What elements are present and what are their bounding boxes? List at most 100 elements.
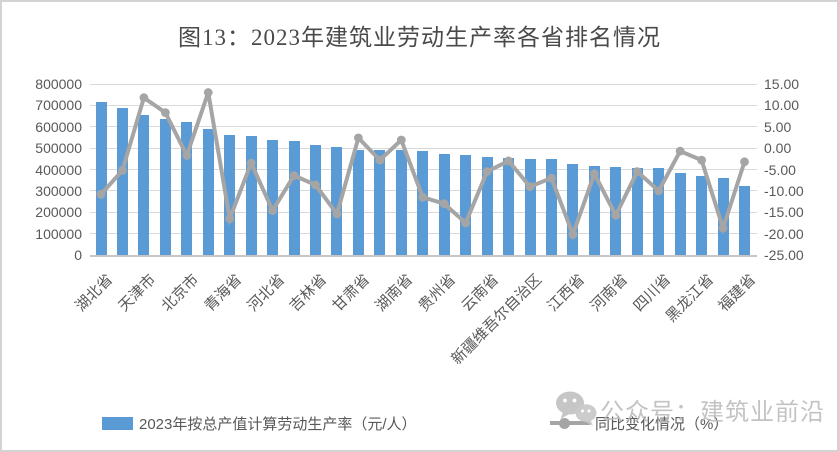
x-axis-label: 河南省 (587, 271, 631, 315)
bar (481, 156, 493, 255)
bar (374, 150, 386, 255)
bar (674, 173, 686, 255)
line-marker (632, 167, 642, 177)
line-marker (525, 182, 535, 191)
bar (696, 175, 708, 255)
y-axis-left-tick-label: 500000 (35, 140, 82, 157)
gridline (90, 126, 757, 128)
trend-line-layer (96, 88, 749, 241)
line-marker (246, 158, 256, 168)
line-marker (611, 210, 621, 220)
line-marker (289, 171, 299, 180)
bar (503, 158, 515, 255)
gridline (90, 147, 757, 149)
line-marker (203, 88, 213, 97)
x-axis-label: 吉林省 (286, 271, 331, 315)
line-marker (396, 135, 406, 145)
line-marker (439, 199, 449, 209)
line-marker (654, 186, 664, 196)
y-axis-right-tick-label: -10.00 (764, 182, 804, 199)
y-axis-right-tick-label: 0.00 (764, 140, 792, 157)
line-marker (589, 169, 599, 179)
line-marker (118, 165, 127, 175)
x-axis-label: 河北省 (243, 271, 288, 315)
y-axis-left-tick-label: 800000 (35, 76, 82, 92)
line-marker (225, 214, 235, 224)
y-axis-right-tick-label: -25.00 (764, 247, 804, 263)
line-marker (182, 150, 192, 160)
line-marker (375, 155, 385, 165)
trend-line (99, 91, 747, 241)
y-axis-right-tick-label: -5.00 (764, 161, 796, 178)
legend-bar-swatch-icon (102, 416, 133, 430)
bar (310, 144, 321, 255)
y-axis-left-tick-label: 0 (74, 247, 82, 263)
y-axis-left-tick-label: 300000 (35, 182, 82, 199)
line-marker (568, 230, 578, 239)
x-axis-label: 甘肃省 (329, 271, 374, 315)
x-axis-label: 福建省 (715, 271, 760, 315)
line-marker (697, 155, 706, 165)
bar (588, 166, 600, 255)
y-axis-left-tick-label: 700000 (35, 97, 82, 114)
legend-item-bars: 2023年按总产值计算劳动生产率（元/人） (102, 414, 417, 433)
line-marker (354, 133, 363, 143)
bar (460, 154, 472, 255)
bar (224, 135, 236, 255)
gridline (90, 83, 757, 85)
legend-item-line: 同比变化情况（%） (550, 414, 729, 433)
bar (352, 149, 364, 255)
bar (245, 136, 257, 255)
line-marker (461, 218, 471, 228)
legend-bar-label: 2023年按总产值计算劳动生产率（元/人） (139, 415, 417, 433)
x-axis-label: 江西省 (544, 271, 589, 315)
line-marker (547, 173, 556, 183)
bar (138, 115, 150, 255)
y-axis-left-tick-label: 400000 (35, 161, 82, 178)
line-marker (160, 108, 170, 118)
bar (545, 158, 557, 255)
y-axis-left-tick-label: 600000 (35, 118, 82, 135)
bar (739, 186, 750, 255)
bar (524, 158, 536, 255)
line-marker (418, 192, 428, 202)
line-marker (139, 93, 149, 103)
line-marker (740, 157, 749, 167)
legend-line-symbol-icon (550, 417, 590, 429)
y-axis-right-tick-label: -15.00 (764, 204, 804, 221)
y-axis-left-tick-label: 100000 (35, 225, 82, 242)
bar (159, 119, 171, 255)
bar (267, 140, 279, 255)
legend-line-label: 同比变化情况（%） (595, 415, 729, 433)
x-axis-label: 天津市 (115, 271, 160, 315)
bar (653, 168, 665, 255)
bar (288, 140, 300, 255)
line-marker (718, 223, 728, 233)
bar (631, 167, 643, 255)
bar (417, 150, 429, 255)
y-axis-right-tick-label: 10.00 (764, 97, 800, 114)
chart-title: 图13：2023年建筑业劳动生产率各省排名情况 (178, 25, 661, 50)
line-marker (675, 146, 685, 156)
plot-area (90, 83, 757, 257)
bar (331, 147, 343, 255)
line-marker (482, 167, 492, 177)
x-axis-label: 北京市 (158, 271, 202, 315)
line-marker (504, 156, 513, 166)
x-axis-label: 贵州省 (415, 271, 460, 315)
bar (116, 107, 128, 255)
bar (181, 121, 193, 255)
line-marker (332, 209, 342, 219)
y-axis-right-tick-label: 5.00 (764, 118, 792, 135)
x-axis-label: 湖北省 (72, 271, 117, 315)
y-axis-left-tick-label: 200000 (35, 204, 82, 221)
bar (395, 150, 407, 255)
bar (202, 128, 214, 255)
x-axis-line (90, 254, 757, 257)
y-axis-right-tick-label: 15.00 (764, 76, 800, 92)
line-marker (311, 180, 320, 190)
bar (567, 163, 579, 255)
y-axis-right-tick-label: -20.00 (764, 225, 804, 242)
x-axis-label: 青海省 (200, 271, 245, 315)
